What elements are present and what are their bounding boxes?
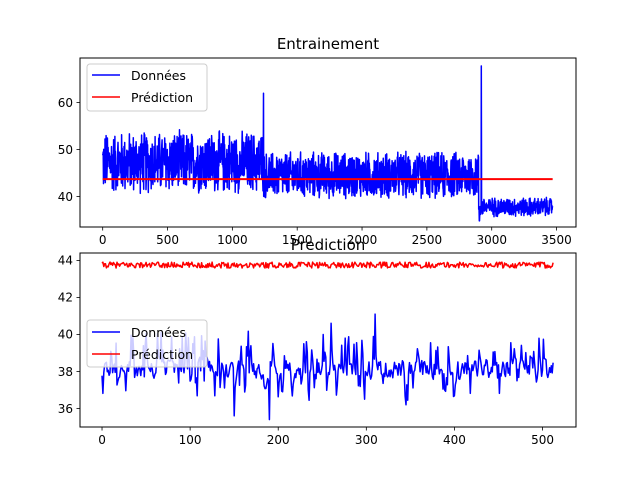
prediction-y-tick-label: 44	[58, 254, 73, 268]
training-x-tick-label: 2500	[412, 233, 443, 247]
prediction-x-tick-label: 200	[267, 433, 290, 447]
training-x-axis: 0 500 1000 1500 2000 2500 3000 3500	[99, 227, 572, 247]
training-x-tick-label: 1000	[217, 233, 248, 247]
training-plot-area	[101, 65, 554, 222]
prediction-x-tick-label: 0	[98, 433, 106, 447]
training-data-series-line	[101, 65, 554, 222]
prediction-prediction-series-line	[101, 261, 554, 269]
training-title: Entrainement	[277, 35, 379, 53]
training-y-tick-label: 50	[58, 143, 73, 157]
prediction-axes-frame	[79, 252, 577, 428]
training-x-tick-label: 3000	[476, 233, 507, 247]
prediction-y-tick-label: 42	[58, 291, 73, 305]
prediction-y-tick-label: 36	[58, 402, 73, 416]
training-y-axis: 40 50 60	[58, 96, 80, 204]
training-y-tick-label: 40	[58, 190, 73, 204]
prediction-x-tick-label: 300	[355, 433, 378, 447]
training-legend-prediction-label: Prédiction	[131, 90, 193, 105]
training-axes-frame	[79, 57, 577, 228]
axes-prediction: 0 100 200 300 400 500 36 38 40 42 44 Données Préd…	[58, 236, 577, 447]
training-legend-data-label: Données	[131, 68, 186, 83]
training-x-tick-label: 1500	[282, 233, 313, 247]
prediction-x-axis: 0 100 200 300 400 500	[98, 427, 554, 447]
training-y-tick-label: 60	[58, 96, 73, 110]
prediction-y-tick-label: 38	[58, 365, 73, 379]
prediction-title: Prediction	[291, 236, 366, 254]
training-x-tick-label: 2000	[347, 233, 378, 247]
prediction-y-tick-label: 40	[58, 328, 73, 342]
prediction-x-tick-label: 500	[531, 433, 554, 447]
prediction-y-axis: 36 38 40 42 44	[58, 254, 80, 416]
prediction-x-tick-label: 400	[443, 433, 466, 447]
prediction-legend-data-label: Données	[131, 325, 186, 340]
training-x-tick-label: 500	[156, 233, 179, 247]
training-legend: Données Prédiction	[86, 63, 208, 112]
prediction-legend-prediction-label: Prédiction	[131, 347, 193, 362]
training-x-tick-label: 3500	[541, 233, 572, 247]
axes-training: 0 500 1000 1500 2000 2500 3000 3500 40 50 60 Entr…	[58, 35, 577, 247]
training-x-tick-label: 0	[99, 233, 107, 247]
prediction-legend: Données Prédiction	[86, 319, 208, 368]
prediction-x-tick-label: 100	[179, 433, 202, 447]
